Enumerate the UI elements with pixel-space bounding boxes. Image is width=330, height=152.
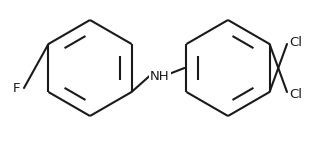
Text: Cl: Cl (289, 36, 302, 48)
Text: Cl: Cl (289, 88, 302, 100)
Text: NH: NH (150, 69, 170, 83)
Text: F: F (12, 81, 20, 95)
